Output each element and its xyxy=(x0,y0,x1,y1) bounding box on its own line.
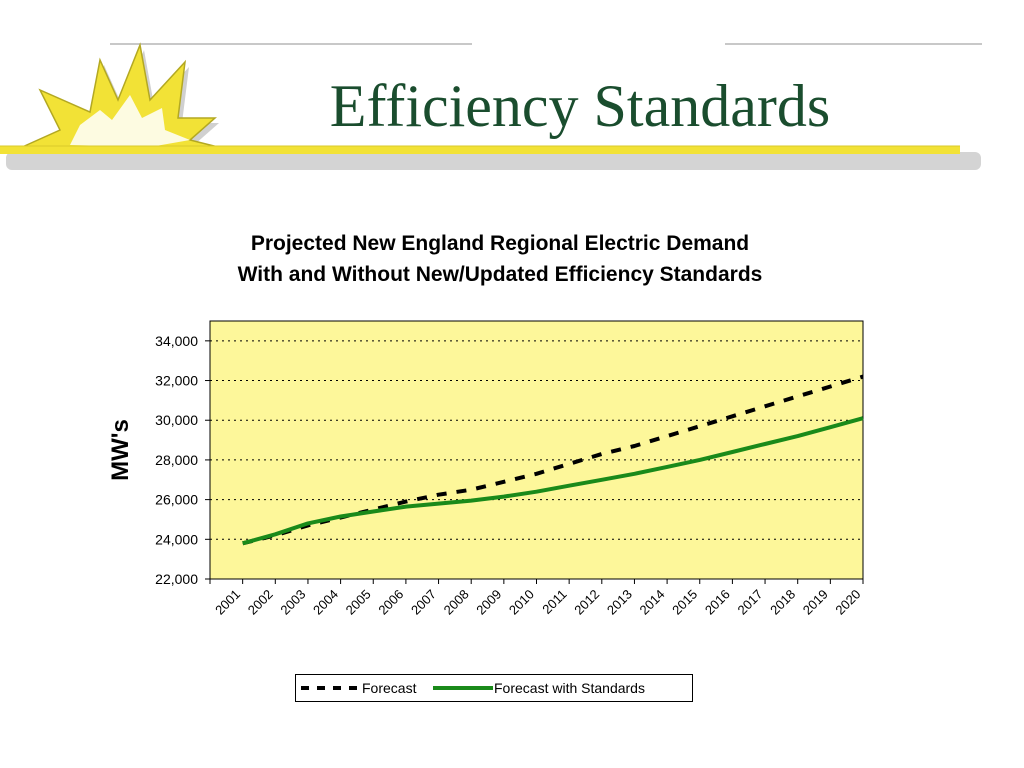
x-tick-label: 2017 xyxy=(734,587,765,618)
legend-label-forecast-with-standards: Forecast with Standards xyxy=(494,680,645,696)
x-tick-label: 2013 xyxy=(604,587,635,618)
y-tick-label: 30,000 xyxy=(155,412,198,428)
y-axis-label: MW's xyxy=(107,419,134,481)
y-tick-labels: 22,000 24,000 26,000 28,000 30,000 32,000 34,0… xyxy=(155,333,198,587)
grid-lines xyxy=(210,340,863,540)
x-tick-label: 2010 xyxy=(506,587,537,618)
series-line-forecast-with-standards xyxy=(242,416,864,546)
legend-item-forecast-with-standards: Forecast with Standards xyxy=(432,679,645,697)
x-tick-label: 2015 xyxy=(669,587,700,618)
x-tick-label: 2018 xyxy=(767,587,798,618)
y-tick-label: 24,000 xyxy=(155,531,198,547)
plot-area xyxy=(209,320,864,580)
y-tick-label: 34,000 xyxy=(155,333,198,349)
y-tick-label: 22,000 xyxy=(155,571,198,587)
x-tick-label: 2003 xyxy=(277,587,308,618)
y-tick-label: 28,000 xyxy=(155,452,198,468)
x-tick-label: 2016 xyxy=(702,587,733,618)
x-tick-label: 2012 xyxy=(571,587,602,618)
x-tick-label: 2009 xyxy=(473,587,504,618)
x-tick-label: 2011 xyxy=(539,587,569,617)
x-tick-label: 2001 xyxy=(212,587,243,618)
legend-label-forecast: Forecast xyxy=(362,680,417,696)
chart-title-block: Projected New England Regional Electric … xyxy=(150,228,850,290)
x-tick-labels: 2001 2002 2003 2004 2005 2006 2007 2008 2009 2010… xyxy=(212,587,863,618)
header-underline-bar xyxy=(0,146,960,154)
y-tick-label: 32,000 xyxy=(155,373,198,389)
series-lines xyxy=(242,374,864,546)
header-underline-shadow xyxy=(6,152,981,170)
x-tick-label: 2002 xyxy=(245,587,276,618)
x-tick-label: 2005 xyxy=(343,587,374,618)
legend-swatch-standards xyxy=(433,686,493,690)
legend-swatch-forecast xyxy=(301,686,361,690)
slide-header-decoration xyxy=(0,42,982,170)
x-tick-label: 2004 xyxy=(310,587,341,618)
legend-item-forecast: Forecast xyxy=(300,679,416,697)
x-tick-label: 2014 xyxy=(637,587,668,618)
chart-title: Projected New England Regional Electric … xyxy=(250,232,750,255)
x-tick-label: 2008 xyxy=(441,587,472,618)
slide-title: Efficiency Standards xyxy=(329,73,831,139)
x-tick-label: 2007 xyxy=(408,587,439,618)
y-tick-label: 26,000 xyxy=(155,492,198,508)
x-tick-label: 2019 xyxy=(800,587,831,618)
x-tick-label: 2020 xyxy=(832,587,863,618)
axes xyxy=(205,340,864,584)
chart-legend: Forecast Forecast with Standards xyxy=(295,674,693,702)
x-tick-label: 2006 xyxy=(375,587,406,618)
chart-subtitle: With and Without New/Updated Efficiency … xyxy=(237,263,763,286)
